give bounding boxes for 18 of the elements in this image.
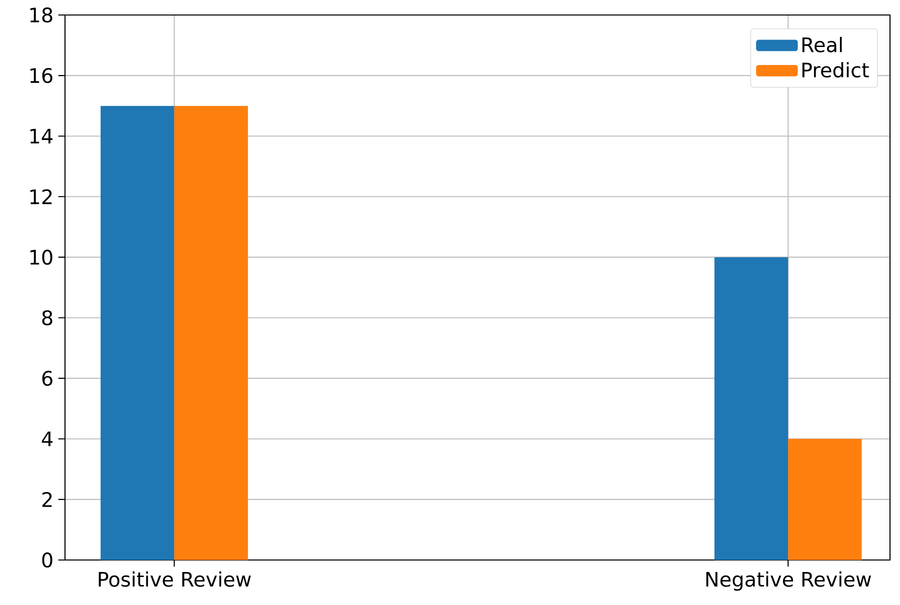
y-tick-label: 18 [30,7,52,23]
legend-label: Predict [802,62,869,78]
bar [714,257,788,560]
y-tick-label: 2 [42,492,52,507]
bar [788,438,862,560]
legend-label: Real [802,36,842,52]
y-tick-label: 6 [42,370,52,386]
y-tick-label: 4 [42,432,53,446]
y-tick-label: 16 [30,68,52,84]
bar [100,106,174,560]
y-tick-label: 0 [42,552,52,568]
y-tick-label: 12 [30,189,52,204]
x-tick-label: Positive Review [98,571,251,587]
bar [174,106,248,560]
y-tick-label: 10 [30,250,52,265]
y-tick-label: 8 [42,310,52,326]
y-tick-label: 14 [30,128,53,144]
x-tick-label: Negative Review [706,571,872,591]
